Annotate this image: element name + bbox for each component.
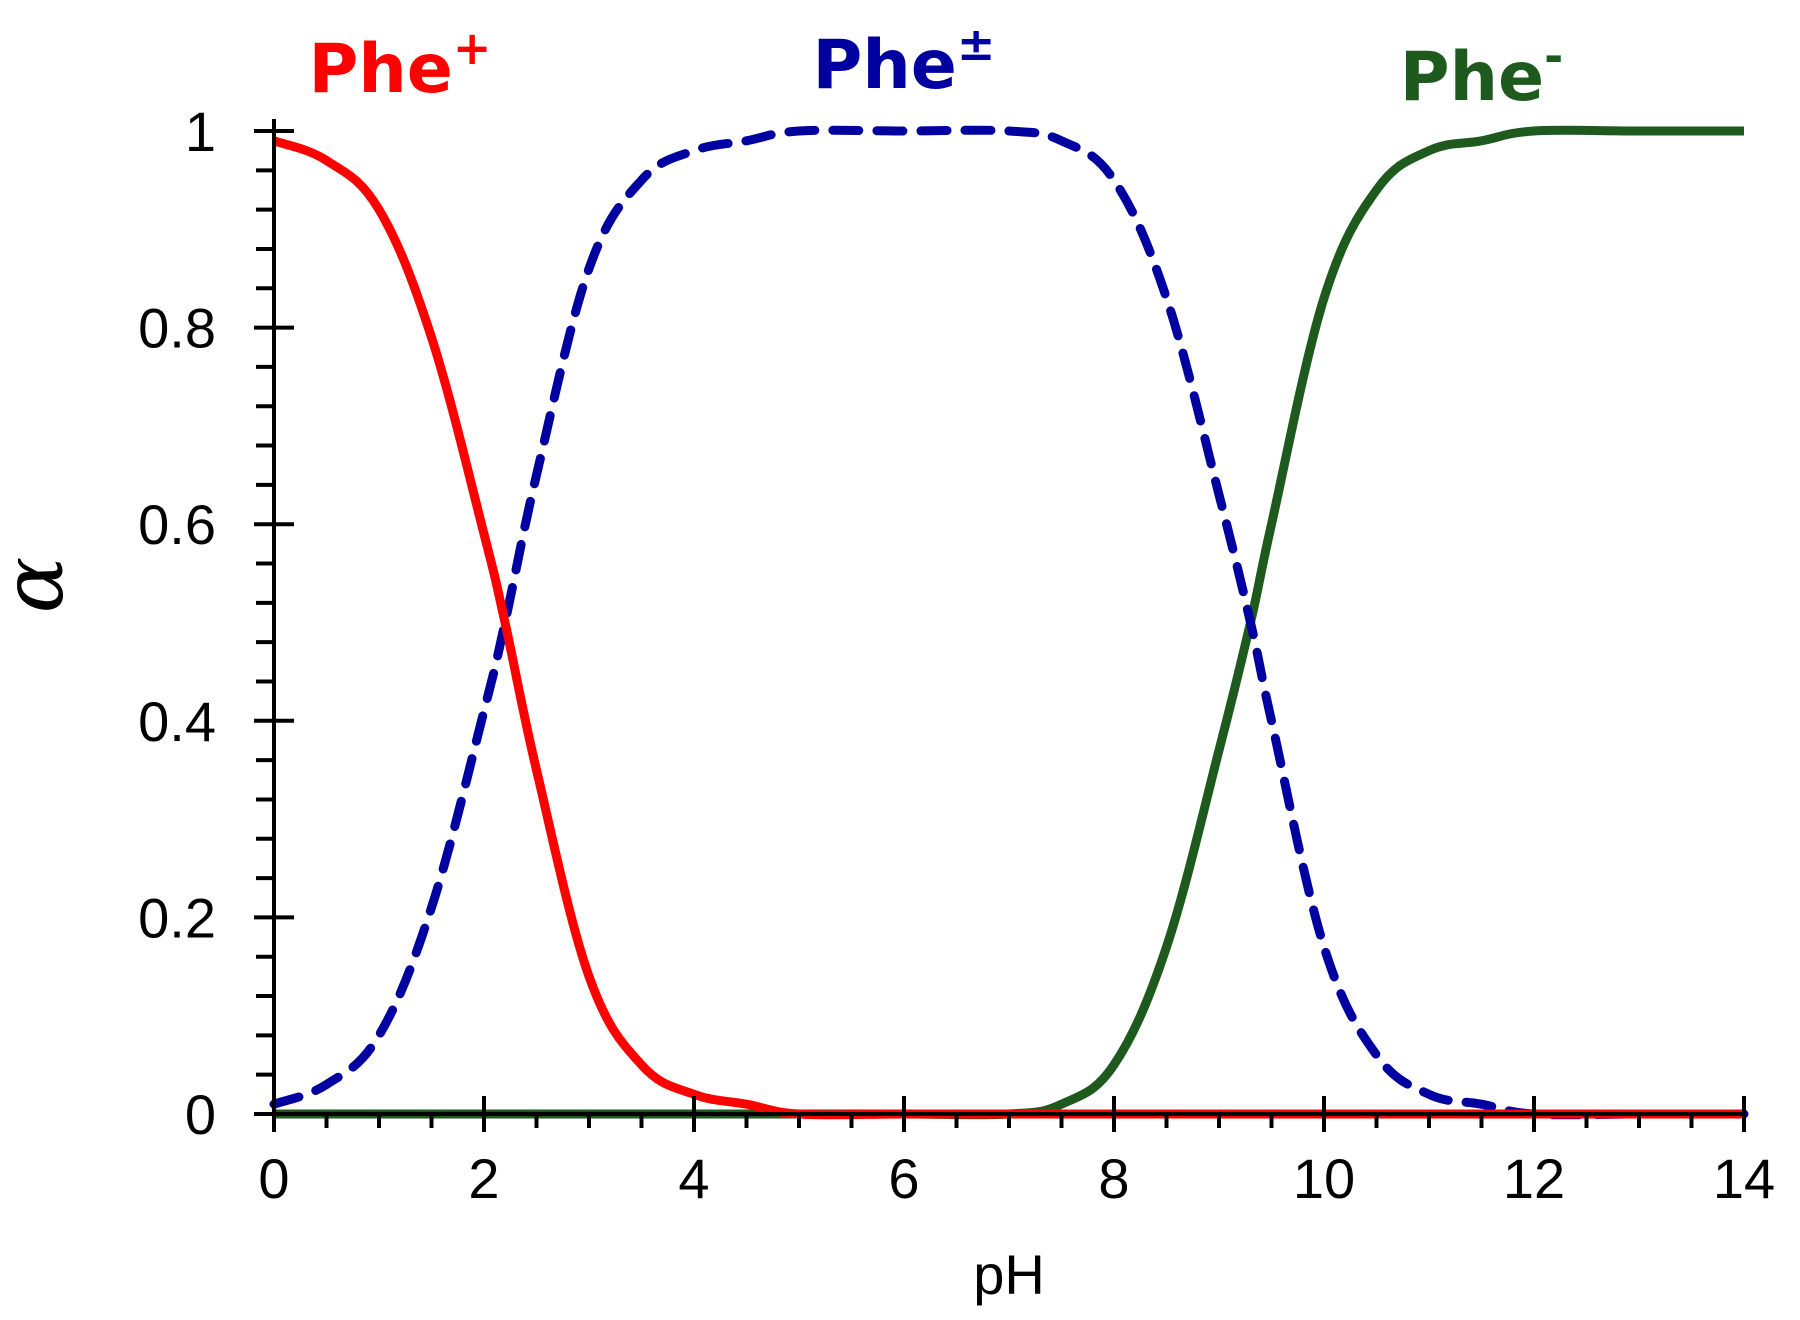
series-line-2 — [269, 125, 1749, 1120]
y-tick-label: 0.4 — [138, 690, 216, 753]
y-tick-label: 0.6 — [138, 493, 216, 556]
series-lines — [269, 125, 1749, 1120]
series-line-3 — [273, 125, 1744, 1120]
x-tick-label: 10 — [1293, 1147, 1355, 1210]
series-label-3: Phe- — [1400, 29, 1563, 117]
x-tick-label: 0 — [258, 1147, 289, 1210]
series-line-1 — [272, 136, 1744, 1120]
y-axis-label: α — [0, 557, 82, 614]
series-label-1: Phe+ — [309, 21, 492, 109]
y-tick-label: 1 — [185, 100, 216, 163]
x-tick-label: 8 — [1098, 1147, 1129, 1210]
x-tick-label: 4 — [678, 1147, 709, 1210]
axes: 0 2 4 6 8 10 12 14 0 0.2 0.4 0.6 0.8 1 — [138, 100, 1775, 1210]
y-tick-label: 0.2 — [138, 886, 216, 949]
x-tick-label: 12 — [1503, 1147, 1565, 1210]
x-tick-label: 6 — [888, 1147, 919, 1210]
series-labels: Phe+ Phe± Phe- — [309, 17, 1564, 117]
y-tick-label: 0 — [185, 1083, 216, 1146]
x-tick-label: 2 — [468, 1147, 499, 1210]
y-tick-label: 0.8 — [138, 297, 216, 360]
x-tick-label: 14 — [1713, 1147, 1775, 1210]
x-axis-label: pH — [973, 1243, 1045, 1306]
series-label-2: Phe± — [813, 17, 996, 105]
